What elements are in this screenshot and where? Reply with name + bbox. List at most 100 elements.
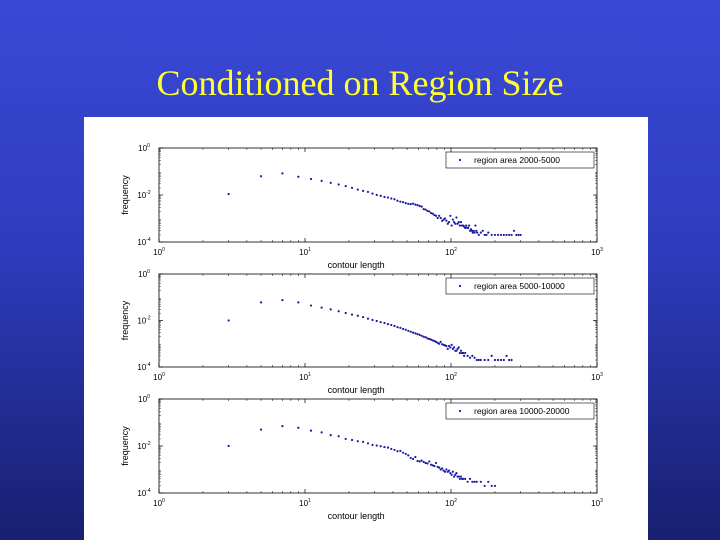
chart-3: 100 101 102 103 100 10-2 10-4 contour length fre… (120, 394, 603, 521)
data-point (458, 477, 461, 480)
data-point (411, 331, 415, 334)
data-point (361, 316, 365, 319)
data-point (309, 304, 313, 307)
data-point (411, 457, 415, 461)
data-point (426, 337, 429, 340)
data-point (281, 172, 284, 175)
data-point (464, 477, 467, 480)
data-point (481, 229, 484, 232)
data-point (456, 347, 459, 351)
data-point (441, 467, 444, 470)
data-point (350, 186, 354, 190)
data-point (451, 470, 454, 473)
data-point (366, 190, 370, 194)
data-point (449, 346, 452, 349)
data-point (350, 438, 354, 442)
data-point (409, 202, 412, 206)
data-point (433, 340, 436, 343)
data-point (366, 442, 370, 445)
data-point (329, 434, 332, 437)
data-point (466, 354, 469, 358)
data-point (472, 229, 475, 232)
x-tick-label: 101 (299, 247, 311, 257)
data-point (416, 204, 419, 207)
legend-box (445, 151, 595, 169)
x-axis-label: contour length (328, 385, 385, 395)
data-point (428, 337, 431, 341)
data-point (454, 473, 457, 476)
data-point (390, 323, 393, 327)
data-point (383, 195, 386, 199)
data-point (418, 204, 421, 208)
x-tick-label: 101 (299, 372, 311, 382)
data-point (414, 455, 417, 459)
data-point (452, 475, 456, 478)
data-point (493, 484, 497, 488)
data-point (429, 338, 433, 341)
data-point (297, 175, 300, 178)
data-point (443, 217, 447, 220)
data-point (396, 450, 399, 453)
y-tick-label: 100 (138, 394, 150, 404)
data-point (463, 354, 466, 358)
legend-box (445, 277, 595, 295)
data-point (502, 233, 505, 237)
data-point (386, 323, 390, 326)
x-tick-label: 102 (445, 498, 457, 508)
data-point (337, 435, 340, 438)
legend-marker (458, 158, 462, 162)
data-point (424, 208, 427, 211)
data-point (475, 358, 478, 362)
y-tick-label: 100 (138, 143, 150, 153)
data-point (426, 462, 429, 465)
data-point (379, 445, 382, 448)
data-point (445, 344, 448, 348)
data-point (227, 444, 230, 448)
data-point (431, 464, 434, 467)
data-point (422, 335, 425, 338)
data-point (431, 339, 434, 342)
data-point (309, 429, 313, 432)
data-point (485, 233, 488, 237)
plots-svg: 100 101 102 103 100 10-2 10-4 contour length fre… (120, 143, 603, 521)
data-point (441, 219, 444, 222)
y-tick-label: 10-2 (137, 190, 151, 200)
data-point (409, 330, 412, 333)
data-point (356, 314, 359, 317)
data-point (459, 221, 463, 224)
data-point (281, 299, 284, 302)
data-point (455, 472, 458, 475)
data-point (455, 216, 458, 219)
data-point (424, 336, 427, 339)
data-point (476, 231, 479, 234)
data-point (493, 233, 497, 237)
data-point (344, 311, 347, 315)
data-point (404, 452, 407, 456)
y-tick-label: 10-2 (137, 441, 151, 451)
data-point (259, 428, 263, 431)
data-point (420, 459, 423, 462)
data-point (477, 233, 480, 237)
data-point (490, 354, 493, 358)
x-tick-label: 103 (591, 372, 603, 382)
data-point (464, 226, 467, 229)
data-point (434, 214, 438, 217)
data-point (499, 233, 503, 237)
data-point (379, 321, 382, 324)
y-axis-label: frequency (120, 300, 130, 340)
data-point (281, 425, 284, 428)
data-point (439, 340, 442, 344)
data-point (436, 216, 439, 220)
legend-box (445, 402, 595, 420)
data-point (450, 224, 453, 227)
data-point (404, 202, 407, 205)
legend: region area 10000-20000 (445, 402, 595, 420)
data-point (420, 334, 423, 337)
legend-marker (458, 409, 462, 413)
data-point (407, 454, 410, 457)
data-point (487, 358, 490, 362)
x-tick-label: 100 (153, 372, 165, 382)
data-point (418, 460, 421, 463)
data-point (386, 446, 390, 449)
data-point (414, 203, 417, 206)
